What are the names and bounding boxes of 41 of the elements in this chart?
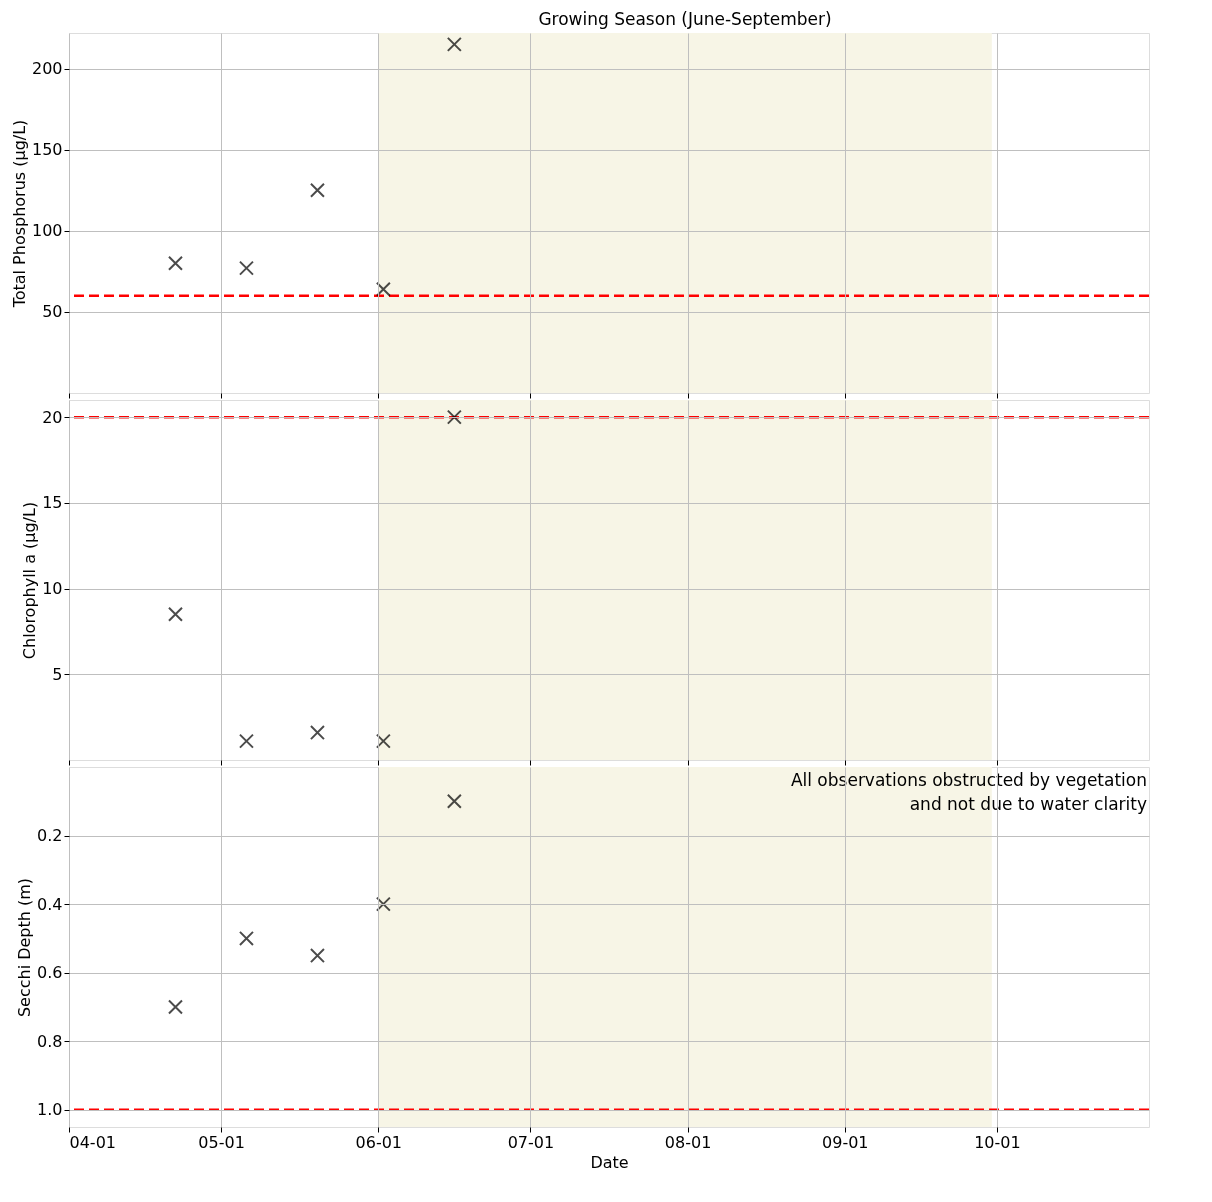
y-tick-label: 5 bbox=[52, 664, 63, 684]
y-tick-label: 20 bbox=[42, 407, 63, 427]
y-tick-label: 0.2 bbox=[37, 826, 63, 846]
y-axis-title: Total Phosphorus (µg/L) bbox=[9, 119, 29, 309]
point bbox=[238, 930, 254, 946]
point bbox=[446, 409, 462, 425]
y-axis-title: Chlorophyll a (µg/L) bbox=[20, 501, 40, 660]
point bbox=[238, 260, 254, 276]
x-tick-label: 10-01 bbox=[974, 1132, 1021, 1152]
annotation: All observations obstructed by vegetation and not due to water clarity bbox=[790, 770, 1147, 814]
x-tick-label: 08-01 bbox=[664, 1132, 712, 1152]
x-tick-label: 04-01 bbox=[69, 1132, 116, 1152]
band-label: Growing Season (June-September) bbox=[538, 9, 832, 29]
point bbox=[309, 182, 325, 198]
y-axis-title: Secchi Depth (m) bbox=[15, 877, 35, 1018]
point bbox=[309, 948, 325, 964]
point bbox=[375, 281, 391, 297]
y-tick-label: 15 bbox=[42, 493, 63, 513]
x-tick-label: 06-01 bbox=[355, 1132, 403, 1152]
y-tick-label: 50 bbox=[42, 302, 63, 322]
point bbox=[167, 255, 183, 271]
y-tick-label: 10 bbox=[42, 579, 63, 599]
y-tick-label: 100 bbox=[31, 221, 63, 241]
point bbox=[167, 999, 183, 1015]
x-tick-label: 07-01 bbox=[507, 1132, 555, 1152]
point bbox=[375, 733, 391, 749]
point bbox=[446, 793, 462, 809]
x-tick-label: 09-01 bbox=[822, 1132, 869, 1152]
y-tick-label: 0.4 bbox=[37, 894, 63, 914]
point bbox=[238, 733, 254, 749]
point bbox=[309, 725, 325, 741]
point bbox=[446, 36, 462, 52]
y-tick-label: 1.0 bbox=[37, 1100, 63, 1120]
y-tick-label: 200 bbox=[31, 59, 63, 79]
point bbox=[375, 896, 391, 912]
y-tick-label: 0.8 bbox=[37, 1031, 63, 1051]
y-tick-label: 150 bbox=[31, 140, 63, 160]
x-axis-title: Date bbox=[590, 1152, 629, 1172]
y-tick-label: 0.6 bbox=[37, 963, 63, 983]
point bbox=[167, 606, 183, 622]
x-tick-label: 05-01 bbox=[198, 1132, 245, 1152]
